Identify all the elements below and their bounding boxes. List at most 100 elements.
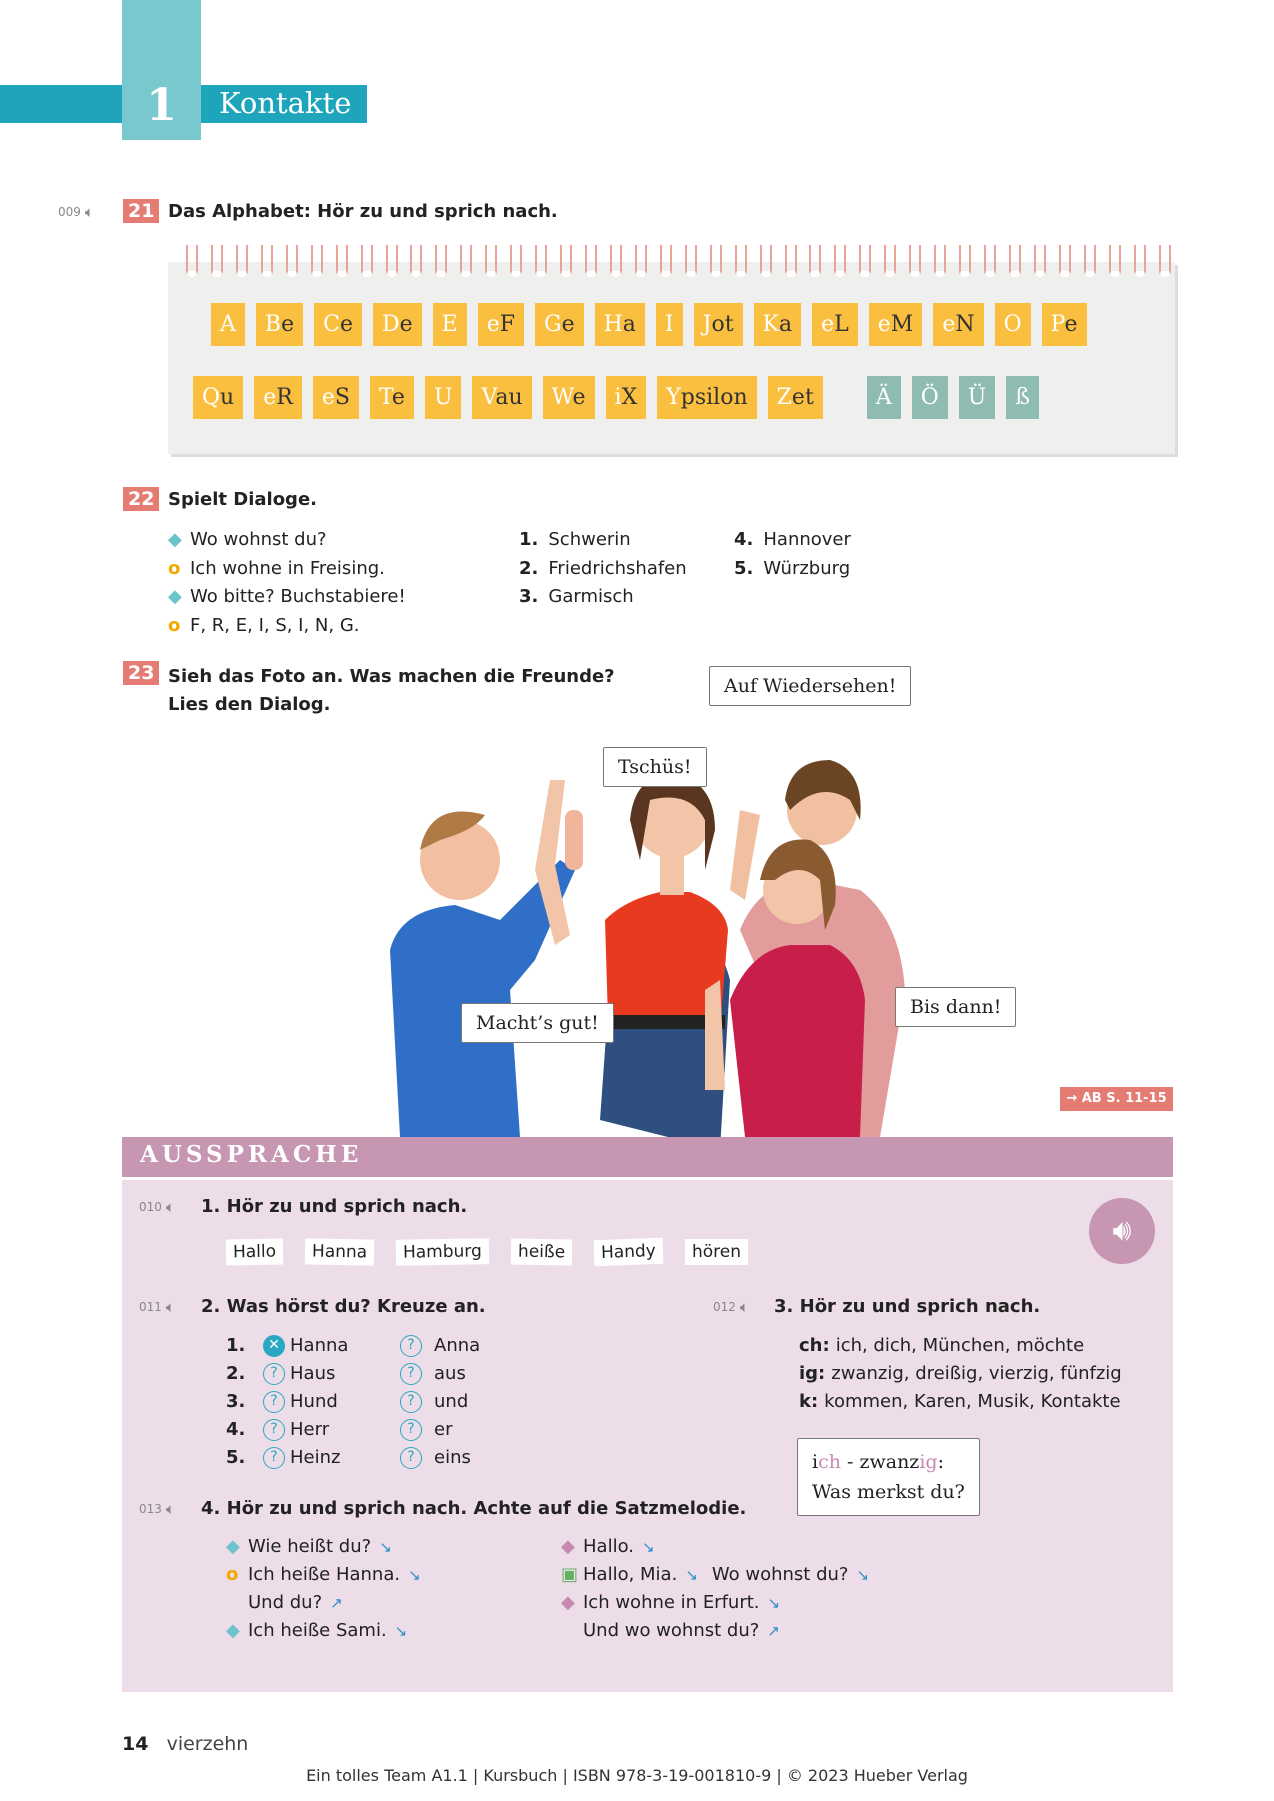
track-number: 011 [139, 1300, 162, 1314]
letter-part: ot [711, 312, 734, 337]
choice-word: aus [434, 1363, 466, 1384]
sound-key: ch: [799, 1335, 830, 1356]
spiral-ring [485, 245, 498, 277]
spiral-ring [1108, 245, 1121, 277]
letter-part: e [572, 385, 586, 410]
workbook-reference-link[interactable]: → AB S. 11-15 [1060, 1087, 1173, 1111]
spiral-ring [959, 245, 972, 277]
letter-part: u [220, 385, 235, 410]
dialog-line: ◆ Wo bitte? Buchstabiere! [168, 583, 406, 612]
letter-part: L [834, 312, 849, 337]
letter-part: H [603, 312, 623, 337]
speech-bubble: Bis dann! [895, 987, 1017, 1027]
aussprache-panel [122, 1180, 1173, 1692]
checkbox-question-icon[interactable]: ? [263, 1419, 285, 1441]
exercise-badge: 23 [123, 661, 160, 685]
checkbox-question-icon[interactable]: ? [400, 1419, 422, 1441]
audio-track-012[interactable]: 012 🔈︎ [713, 1298, 749, 1316]
audio-track-013[interactable]: 013 🔈︎ [139, 1500, 175, 1518]
dialog-text: Und wo wohnst du? [583, 1620, 760, 1641]
letter-tile: Ka [753, 303, 802, 346]
letter-tile: iX [605, 376, 647, 419]
letter-tile: Vau [472, 376, 532, 419]
ring-bullet-icon: o [168, 557, 181, 579]
audio-track-009[interactable]: 009 🔈︎ [58, 203, 94, 221]
checkbox-question-icon[interactable]: ? [400, 1391, 422, 1413]
letter-part: e [486, 312, 500, 337]
falling-intonation-icon: ↘ [379, 1538, 392, 1556]
letter-tile: Qu [193, 376, 244, 419]
speaker-icon: 🔈︎ [84, 203, 94, 221]
square-bullet-icon: ▣ [561, 1564, 579, 1585]
letter-part: V [481, 385, 496, 410]
falling-intonation-icon: ↘ [767, 1594, 781, 1612]
speech-bubble: Tschüs! [603, 747, 707, 787]
checkbox-question-icon[interactable]: ? [400, 1363, 422, 1385]
sound-line: k: kommen, Karen, Musik, Kontakte [799, 1388, 1122, 1416]
dialog-text: Ich heiße Hanna. [248, 1564, 401, 1585]
item-number: 1. [519, 529, 539, 550]
dialog-text: Ich wohne in Freising. [190, 557, 385, 579]
checkbox-question-icon[interactable]: ? [263, 1391, 285, 1413]
sound-key: k: [799, 1391, 819, 1412]
city-name: Würzburg [763, 557, 851, 579]
letter-tile: I [655, 303, 683, 346]
exercise-title: Spielt Dialoge. [168, 489, 317, 510]
choice-word: er [434, 1419, 453, 1440]
word-card: Hamburg [396, 1238, 490, 1266]
spiral-ring [535, 245, 548, 277]
dialog-line: ◆ Wie heißt du? ↘ [226, 1533, 421, 1561]
checked-icon[interactable]: ✕ [263, 1335, 285, 1357]
letter-part: J [702, 312, 712, 337]
letter-part: C [323, 312, 340, 337]
dialog-text: Wie heißt du? [248, 1536, 372, 1557]
letter-tile: Pe [1041, 303, 1087, 346]
spiral-ring [709, 245, 722, 277]
letter-tile: eN [933, 303, 984, 346]
letter-tile: O [994, 303, 1031, 346]
spiral-ring [360, 245, 373, 277]
spiral-ring [659, 245, 672, 277]
letter-part: E [441, 312, 458, 337]
word-card: hören [685, 1239, 749, 1265]
letter-tile: Ge [535, 303, 584, 346]
chapter-title: Kontakte [219, 86, 352, 120]
exercise-title: 3. Hör zu und sprich nach. [774, 1296, 1041, 1317]
track-number: 013 [139, 1502, 162, 1516]
diamond-bullet-icon: ◆ [561, 1592, 575, 1613]
city-item: 4. Hannover [734, 526, 851, 555]
text: - zwanz [840, 1451, 920, 1473]
umlaut-tile: Ä [866, 376, 901, 419]
highlight: ch [818, 1451, 841, 1473]
checkbox-question-icon[interactable]: ? [400, 1447, 422, 1469]
letter-part: T [378, 385, 392, 410]
letter-part: K [762, 312, 779, 337]
dialog-text: F, R, E, I, S, I, N, G. [190, 614, 360, 636]
audio-play-button[interactable]: 🔊︎ [1089, 1198, 1155, 1264]
letter-part: e [321, 385, 335, 410]
spiral-ring [460, 245, 473, 277]
speech-bubble: Auf Wiedersehen! [709, 666, 912, 706]
sound-line: ch: ich, dich, München, möchte [799, 1332, 1122, 1360]
letter-tile: eM [868, 303, 923, 346]
letter-tile: Be [255, 303, 304, 346]
letter-part: M [890, 312, 914, 337]
audio-track-011[interactable]: 011 🔈︎ [139, 1298, 175, 1316]
checkbox-question-icon[interactable]: ? [263, 1447, 285, 1469]
letter-part: e [877, 312, 891, 337]
letter-part: F [499, 312, 515, 337]
imprint: Ein tolles Team A1.1 | Kursbuch | ISBN 9… [306, 1766, 968, 1785]
audio-track-010[interactable]: 010 🔈︎ [139, 1198, 175, 1216]
checkbox-question-icon[interactable]: ? [400, 1335, 422, 1357]
exercise-title: 1. Hör zu und sprich nach. [201, 1196, 468, 1217]
city-name: Friedrichshafen [548, 557, 687, 579]
text: : [937, 1451, 944, 1473]
exercise-title: Sieh das Foto an. Was machen die Freunde… [168, 663, 615, 719]
checkbox-question-icon[interactable]: ? [263, 1363, 285, 1385]
city-item: 3. Garmisch [519, 583, 687, 612]
photo-friends-waving [390, 760, 905, 1137]
letter-part: a [622, 312, 636, 337]
dialog-line: o Ich wohne in Freising. [168, 555, 406, 584]
letter-tile: Te [369, 376, 414, 419]
